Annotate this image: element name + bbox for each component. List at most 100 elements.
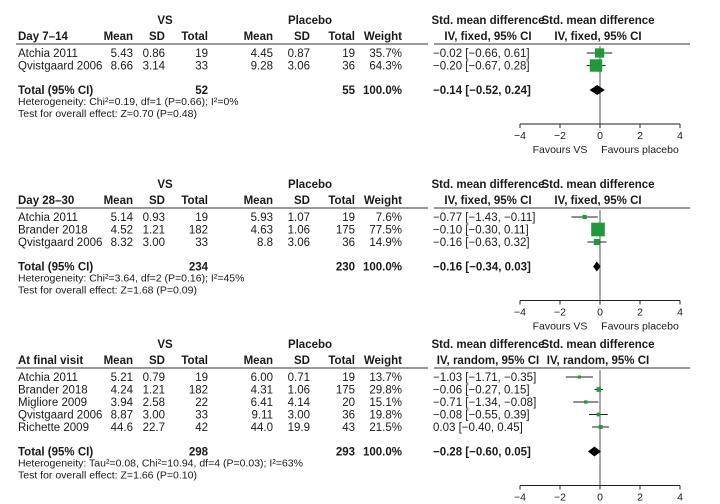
vs-total: 182	[189, 385, 208, 397]
study-name: Atchia 2011	[18, 48, 78, 60]
placebo-total: 175	[336, 225, 355, 237]
favours-left-label: Favours VS	[533, 144, 588, 156]
favours-left-label: Favours VS	[533, 321, 588, 333]
heterogeneity-text: Heterogeneity: Chi²=3.64, df=2 (P=0.16);…	[18, 273, 244, 285]
study-ci-text: −0.20 [−0.67, 0.28]	[433, 61, 530, 73]
group-label-vs: VS	[157, 179, 173, 191]
total-vs: 52	[195, 85, 208, 97]
placebo-total: 43	[342, 422, 355, 434]
col-header-pl-mean: Mean	[244, 195, 273, 207]
col-header-pl-total: Total	[328, 195, 355, 207]
study-weight: 15.1%	[369, 397, 402, 409]
study-marker	[596, 412, 601, 417]
study-marker	[582, 214, 587, 220]
study-marker	[596, 387, 602, 392]
col-header-weight: Weight	[364, 355, 402, 367]
study-ci-text: −0.10 [−0.30, 0.11]	[433, 225, 529, 237]
vs-total: 19	[195, 212, 208, 224]
study-weight: 77.5%	[369, 225, 402, 237]
col-header-pl-mean: Mean	[244, 31, 273, 43]
plot-method-label: IV, fixed, 95% CI	[554, 195, 641, 207]
plot-method-label: IV, fixed, 95% CI	[554, 31, 641, 43]
axis-tick-label: 4	[677, 307, 683, 319]
total-ci-text: −0.16 [−0.34, 0.03]	[433, 262, 531, 274]
vs-mean: 8.32	[111, 237, 133, 249]
col-header-pl-total: Total	[328, 355, 355, 367]
placebo-mean: 6.41	[251, 397, 273, 409]
vs-mean: 44.6	[111, 422, 133, 434]
total-ci-text: −0.28 [−0.60, 0.05]	[433, 447, 531, 459]
study-weight: 7.6%	[376, 212, 402, 224]
placebo-mean: 4.45	[251, 48, 273, 60]
study-name: Qvistgaard 2006	[18, 410, 102, 422]
effect-header: Std. mean difference	[431, 179, 544, 191]
placebo-sd: 19.9	[288, 422, 310, 434]
total-placebo: 293	[336, 447, 355, 459]
vs-sd: 3.00	[143, 410, 165, 422]
vs-sd: 0.79	[143, 372, 165, 384]
placebo-total: 36	[342, 410, 355, 422]
col-header-pl-sd: SD	[294, 195, 310, 207]
study-name: Migliore 2009	[18, 397, 87, 409]
subgroup-label: Day 28–30	[18, 195, 74, 207]
placebo-total: 36	[342, 237, 355, 249]
vs-sd: 3.00	[143, 237, 165, 249]
study-ci-text: 0.03 [−0.40, 0.45]	[433, 422, 523, 434]
total-ci-text: −0.14 [−0.52, 0.24]	[433, 85, 531, 97]
vs-mean: 8.87	[111, 410, 133, 422]
study-ci-text: −0.16 [−0.63, 0.32]	[433, 237, 530, 249]
placebo-mean: 4.63	[251, 225, 273, 237]
vs-sd: 3.14	[143, 61, 166, 73]
group-label-vs: VS	[157, 15, 173, 27]
vs-total: 42	[195, 422, 208, 434]
vs-mean: 4.52	[111, 225, 133, 237]
axis-tick-label: 2	[637, 307, 643, 319]
axis-tick-label: 4	[677, 130, 683, 142]
study-weight: 29.8%	[369, 385, 402, 397]
axis-tick-label: −4	[514, 492, 526, 504]
col-header-vs-total: Total	[181, 195, 208, 207]
study-name: Atchia 2011	[18, 212, 78, 224]
study-ci-text: −0.71 [−1.34, −0.08]	[433, 397, 536, 409]
total-label: Total (95% CI)	[18, 85, 93, 97]
study-marker	[584, 400, 588, 404]
vs-sd: 22.7	[143, 422, 165, 434]
placebo-total: 19	[342, 212, 355, 224]
study-marker	[594, 48, 605, 58]
subgroup-label: At final visit	[18, 355, 83, 367]
study-marker	[589, 59, 603, 72]
placebo-total: 36	[342, 61, 355, 73]
overall-effect-text: Test for overall effect: Z=1.68 (P=0.09)	[18, 285, 197, 297]
placebo-sd: 0.87	[288, 48, 310, 60]
axis-tick-label: −2	[554, 307, 566, 319]
study-marker	[593, 239, 600, 245]
axis-tick-label: −2	[554, 492, 566, 504]
study-name: Brander 2018	[18, 385, 88, 397]
col-header-vs-sd: SD	[149, 31, 165, 43]
vs-sd: 1.21	[143, 225, 165, 237]
group-label-placebo: Placebo	[288, 15, 332, 27]
axis-tick-label: −2	[554, 130, 566, 142]
total-placebo: 230	[336, 262, 355, 274]
study-weight: 14.9%	[369, 237, 402, 249]
method-label: IV, fixed, 95% CI	[444, 31, 531, 43]
study-ci-text: −0.06 [−0.27, 0.15]	[433, 385, 530, 397]
study-name: Qvistgaard 2006	[18, 61, 102, 73]
study-marker	[598, 425, 603, 429]
placebo-sd: 1.06	[288, 225, 310, 237]
total-label: Total (95% CI)	[18, 447, 93, 459]
vs-total: 182	[189, 225, 208, 237]
placebo-mean: 9.11	[251, 410, 273, 422]
subgroup-label: Day 7–14	[18, 31, 68, 43]
study-ci-text: −1.03 [−1.71, −0.35]	[433, 372, 536, 384]
pooled-diamond	[593, 261, 601, 272]
study-weight: 64.3%	[369, 61, 402, 73]
plot-effect-header: Std. mean difference	[541, 15, 654, 27]
plot-effect-header: Std. mean difference	[541, 179, 654, 191]
study-name: Brander 2018	[18, 225, 88, 237]
vs-mean: 8.66	[111, 61, 133, 73]
placebo-mean: 4.31	[251, 385, 273, 397]
col-header-pl-sd: SD	[294, 31, 310, 43]
axis-tick-label: 2	[637, 492, 643, 504]
